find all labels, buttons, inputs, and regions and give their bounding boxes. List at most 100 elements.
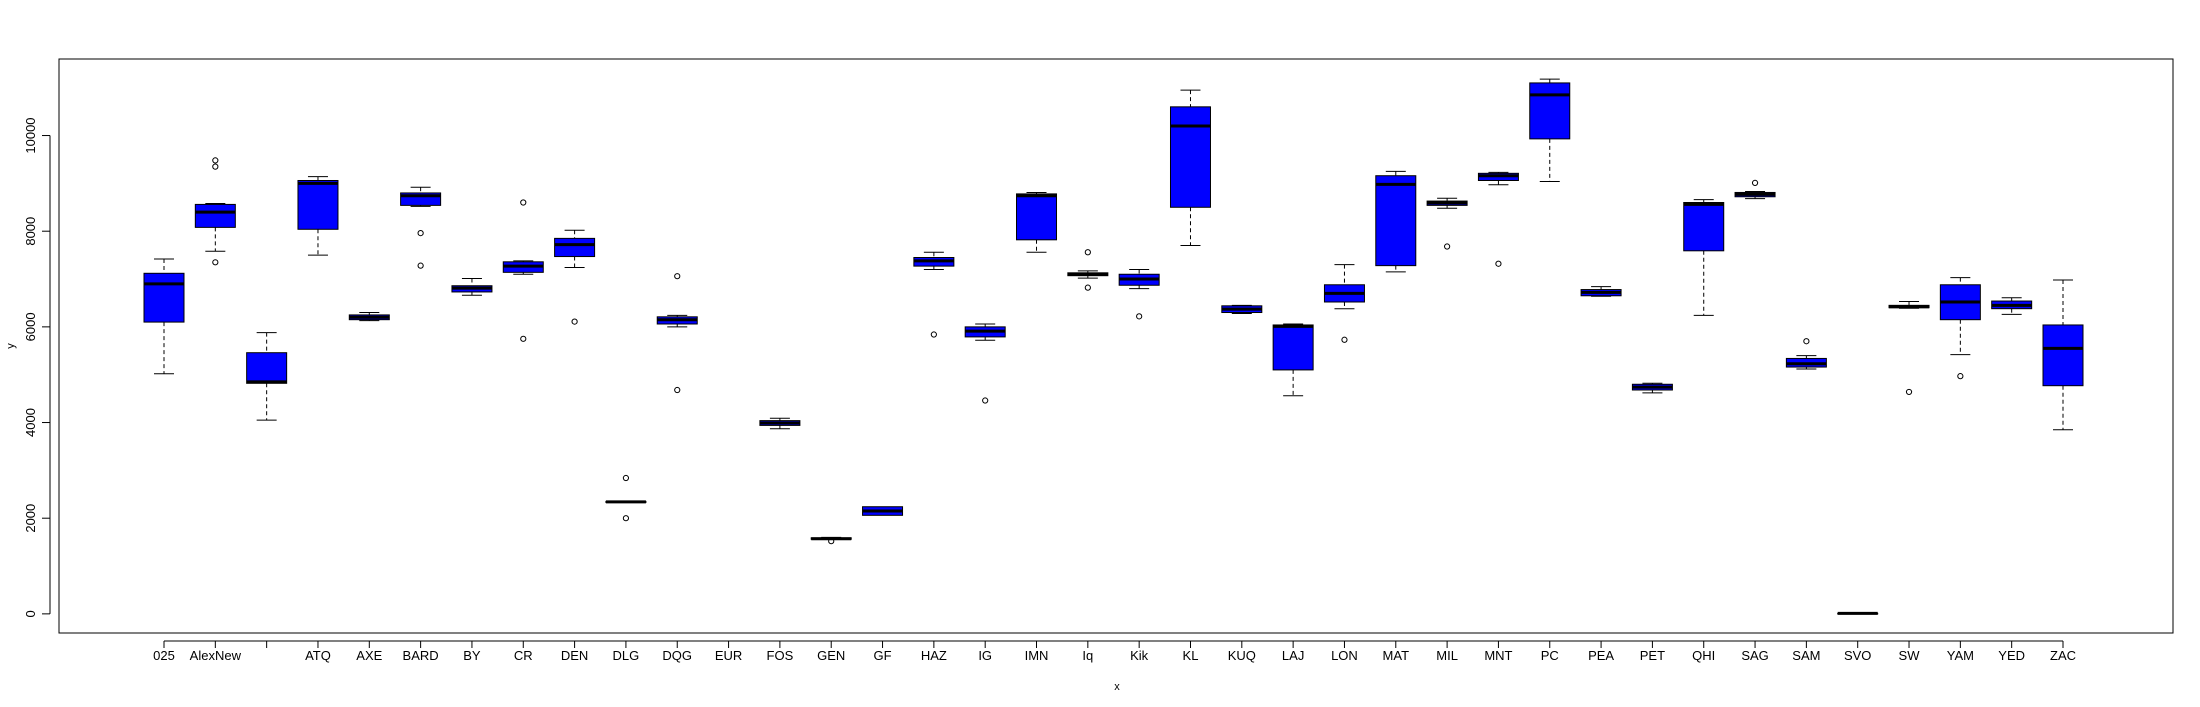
- box-YAM: [1939, 277, 1981, 380]
- box-MAT: [1375, 170, 1417, 273]
- box-LAJ: [1272, 323, 1314, 397]
- box-IG: [964, 323, 1006, 404]
- outlier-point: [1803, 338, 1810, 345]
- x-tick-label: LAJ: [1282, 648, 1304, 663]
- box-body: [1169, 106, 1211, 208]
- outlier-point: [1084, 249, 1091, 256]
- y-tick-label: 4000: [23, 408, 38, 437]
- x-tick-label: Kik: [1130, 648, 1149, 663]
- outlier-point: [212, 163, 219, 170]
- box-HAZ: [913, 251, 955, 338]
- x-tick-label: GF: [874, 648, 892, 663]
- x-tick-label: MAT: [1383, 648, 1410, 663]
- plot-frame: [58, 58, 2174, 634]
- y-axis: 0 2000 4000 6000 8000 10000: [23, 117, 51, 617]
- x-tick-label: FOS: [767, 648, 794, 663]
- box-body: [246, 352, 288, 384]
- x-tick-label: ZAC: [2050, 648, 2076, 663]
- box-GEN: [810, 536, 852, 545]
- outlier-point: [417, 230, 424, 237]
- x-tick-label: SW: [1899, 648, 1921, 663]
- x-tick-label: AlexNew: [190, 648, 242, 663]
- box-blank: [246, 332, 288, 421]
- box-KL: [1169, 89, 1211, 247]
- outlier-point: [1751, 179, 1759, 186]
- x-tick-label: ATQ: [305, 648, 331, 663]
- box-SAG: [1734, 179, 1776, 200]
- x-tick-label: PET: [1640, 648, 1665, 663]
- y-axis-title: y: [5, 343, 17, 349]
- x-tick-label: LON: [1331, 648, 1358, 663]
- box-CR: [502, 199, 544, 342]
- x-tick-label: SAM: [1792, 648, 1820, 663]
- boxes-group: [143, 78, 2084, 615]
- box-DLG: [605, 474, 647, 522]
- box-body: [1016, 193, 1058, 241]
- outlier-point: [1957, 373, 1964, 380]
- box-KUQ: [1221, 304, 1263, 314]
- outlier-point: [520, 335, 527, 342]
- box-SW: [1888, 301, 1930, 396]
- box-DQG: [656, 273, 698, 394]
- outlier-point: [417, 262, 424, 269]
- box-FOS: [759, 417, 801, 430]
- x-tick-label: QHI: [1692, 648, 1715, 663]
- box-ZAC: [2042, 279, 2084, 431]
- outlier-point: [674, 273, 681, 280]
- x-tick-label: GEN: [817, 648, 845, 663]
- x-tick-label: IG: [978, 648, 992, 663]
- x-tick-label: EUR: [715, 648, 742, 663]
- outlier-point: [1905, 388, 1913, 396]
- x-tick-label: BY: [463, 648, 481, 663]
- x-tick-label: BARD: [403, 648, 439, 663]
- box-body: [194, 203, 236, 228]
- box-body: [1683, 202, 1725, 252]
- x-tick-label: YED: [1998, 648, 2025, 663]
- box-Iq: [1067, 249, 1109, 291]
- x-tick-label: CR: [514, 648, 533, 663]
- x-tick-label: DEN: [561, 648, 588, 663]
- x-tick-label: HAZ: [921, 648, 947, 663]
- box-SVO: [1837, 611, 1879, 615]
- box-body: [1375, 175, 1417, 267]
- x-tick-label: Iq: [1082, 648, 1093, 663]
- box-AlexNew: [194, 157, 236, 266]
- outlier-point: [1136, 313, 1143, 320]
- box-ATQ: [297, 176, 339, 256]
- x-tick-label: SAG: [1741, 648, 1768, 663]
- box-YED: [1991, 297, 2033, 315]
- x-tick-label: 025: [153, 648, 175, 663]
- box-PET: [1631, 382, 1673, 394]
- x-tick-label: DQG: [662, 648, 692, 663]
- x-tick-label: PEA: [1588, 648, 1614, 663]
- box-LON: [1323, 264, 1365, 343]
- box-BY: [451, 278, 493, 296]
- x-tick-label: DLG: [613, 648, 640, 663]
- outlier-point: [1084, 284, 1091, 291]
- box-QHI: [1683, 199, 1725, 316]
- box-BARD: [400, 186, 442, 269]
- outlier-point: [982, 397, 989, 404]
- x-tick-label: KUQ: [1228, 648, 1256, 663]
- y-tick-label: 6000: [23, 312, 38, 341]
- outlier-point: [828, 538, 835, 545]
- outlier-point: [930, 331, 937, 338]
- y-tick-label: 10000: [23, 117, 38, 153]
- x-tick-label: PC: [1541, 648, 1559, 663]
- x-tick-label: KL: [1183, 648, 1199, 663]
- x-tick-label: MIL: [1436, 648, 1458, 663]
- outlier-point: [571, 318, 578, 325]
- outlier-point: [674, 386, 681, 394]
- box-GF: [862, 506, 904, 516]
- box-body: [554, 237, 596, 258]
- box-SAM: [1785, 338, 1827, 370]
- box-body: [1529, 82, 1571, 140]
- x-axis-title: x: [1114, 681, 1120, 693]
- box-PEA: [1580, 286, 1622, 297]
- x-tick-label: YAM: [1947, 648, 1974, 663]
- box-IMN: [1016, 191, 1058, 253]
- box-Kik: [1118, 268, 1160, 320]
- outlier-point: [1495, 260, 1502, 267]
- outlier-point: [1444, 243, 1451, 250]
